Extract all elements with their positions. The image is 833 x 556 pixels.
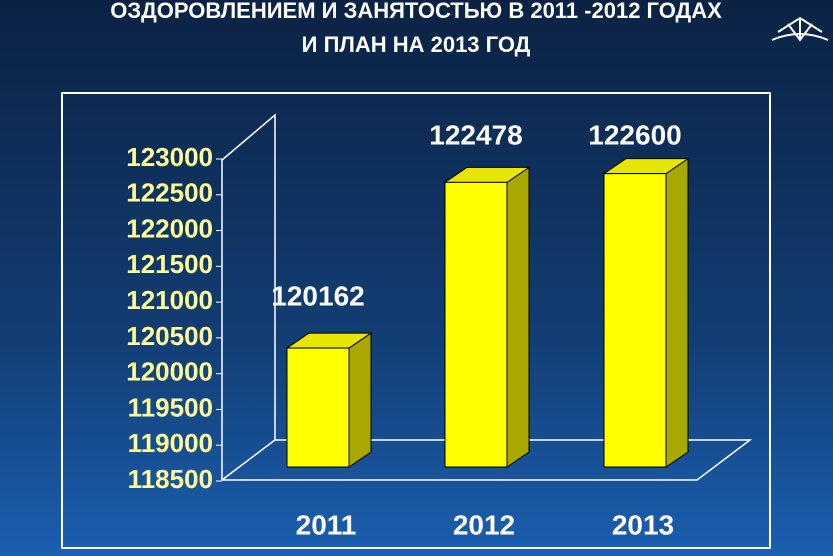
y-tick-label: 120500 xyxy=(126,321,213,351)
x-tick-label: 2011 xyxy=(296,509,357,540)
title-line: ОЗДОРОВЛЕНИЕМ И ЗАНЯТОСТЬЮ В 2011 -2012 … xyxy=(110,0,722,23)
y-tick-label: 119500 xyxy=(128,392,213,422)
y-tick-label: 122500 xyxy=(126,178,213,208)
axes-3d xyxy=(221,113,753,481)
value-label: 122600 xyxy=(588,119,681,150)
logo xyxy=(771,16,829,42)
y-tick-label: 121500 xyxy=(126,249,213,279)
title-line: И ПЛАН НА 2013 ГОД xyxy=(302,32,531,57)
value-label: 122478 xyxy=(429,119,522,150)
x-tick-label: 2012 xyxy=(453,509,515,540)
y-tick-label: 120000 xyxy=(126,357,213,387)
plot-frame xyxy=(61,92,771,549)
bar xyxy=(444,181,508,468)
bar xyxy=(603,173,667,468)
y-tick-label: 122000 xyxy=(126,213,213,243)
y-tick-label: 121000 xyxy=(126,285,213,315)
value-label: 120162 xyxy=(271,280,364,311)
bar-side xyxy=(665,157,689,468)
x-tick-label: 2013 xyxy=(612,509,674,540)
y-tick-label: 123000 xyxy=(126,142,213,172)
y-tick-label: 119000 xyxy=(128,428,213,458)
bar-side xyxy=(506,166,530,468)
bar-side xyxy=(348,332,372,468)
y-tick-label: 118500 xyxy=(128,464,213,494)
bar xyxy=(286,347,350,468)
